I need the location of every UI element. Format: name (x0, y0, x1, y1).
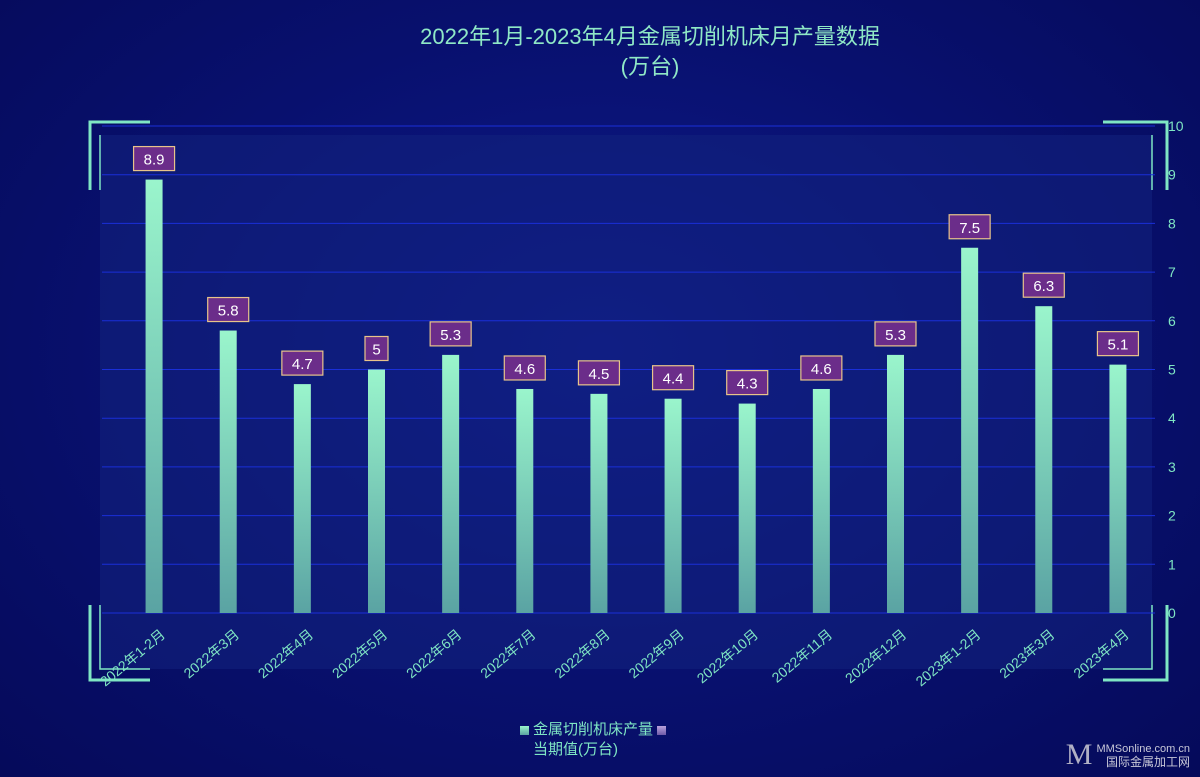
value-label: 4.4 (663, 371, 684, 388)
value-label: 5.1 (1107, 337, 1128, 354)
y-axis-ticks: 0 1 2 3 4 5 6 7 8 9 10 (1168, 118, 1184, 621)
chart-title-line1: 2022年1月-2023年4月金属切削机床月产量数据 (420, 24, 880, 49)
y-tick-label: 0 (1168, 605, 1176, 621)
bar (590, 393, 608, 613)
legend-label-swatch (657, 725, 667, 735)
value-label: 4.6 (514, 361, 535, 378)
value-label: 5 (372, 342, 380, 359)
y-tick-label: 6 (1168, 313, 1176, 329)
bar (219, 330, 237, 613)
y-tick-label: 9 (1168, 167, 1176, 183)
legend: 金属切削机床产量 当期值(万台) (520, 720, 667, 760)
chart-title-line2: (万台) (620, 54, 680, 79)
value-label-box (577, 360, 621, 386)
watermark-logo: M (1065, 738, 1093, 771)
y-tick-label: 4 (1168, 410, 1176, 426)
value-label: 4.5 (588, 366, 609, 383)
bar (887, 354, 904, 613)
y-tick-label: 7 (1168, 264, 1176, 280)
value-label: 8.9 (144, 152, 165, 169)
watermark: M MMSonline.com.cn 国际金属加工网 (1065, 738, 1190, 771)
value-label-box (874, 321, 917, 347)
legend-bar-swatch (520, 725, 529, 735)
value-label-box (651, 365, 695, 391)
value-label-box (1022, 272, 1065, 298)
y-tick-label: 5 (1168, 362, 1176, 378)
value-label: 4.3 (737, 376, 758, 393)
value-label-box (281, 350, 324, 376)
value-label-box (1096, 331, 1140, 357)
bar (442, 354, 460, 613)
y-tick-label: 8 (1168, 215, 1176, 231)
bar (1109, 364, 1127, 613)
y-tick-label: 2 (1168, 508, 1176, 524)
frame-bracket (1103, 605, 1169, 682)
value-label: 5.3 (440, 327, 461, 344)
bar (812, 388, 830, 613)
bar (1035, 306, 1053, 613)
value-label: 7.5 (959, 220, 980, 237)
bar (738, 403, 756, 613)
watermark-name: 国际金属加工网 (1105, 755, 1190, 769)
bars (145, 179, 1127, 613)
value-label-box (503, 355, 546, 381)
value-label-box (207, 296, 250, 323)
legend-series-label: 金属切削机床产量 (533, 721, 654, 738)
value-label-box (364, 335, 389, 362)
value-label: 4.7 (292, 356, 313, 373)
y-tick-label: 10 (1168, 118, 1184, 134)
bar (293, 384, 311, 613)
bar (961, 247, 979, 613)
frame-bracket (99, 605, 150, 670)
value-label-box (800, 355, 843, 381)
value-label-box (429, 321, 472, 347)
y-tick-label: 3 (1168, 459, 1176, 475)
value-label: 4.6 (811, 361, 832, 378)
watermark-site: MMSonline.com.cn (1096, 743, 1190, 755)
value-label-box (132, 145, 176, 172)
frame-bracket (88, 120, 150, 190)
frame-bracket (1103, 605, 1153, 670)
value-label: 6.3 (1033, 278, 1054, 295)
y-tick-label: 1 (1168, 556, 1176, 572)
value-label-box (726, 369, 769, 396)
chart-frame (88, 120, 1169, 682)
plot-area (100, 135, 1152, 669)
legend-item-series[interactable]: 金属切削机床产量 (520, 720, 667, 740)
bar (516, 388, 534, 613)
bar (145, 179, 163, 613)
value-label: 5.3 (885, 327, 906, 344)
value-label: 5.8 (218, 303, 239, 320)
legend-value-label: 当期值(万台) (533, 741, 618, 758)
value-label-box (948, 214, 991, 240)
frame-bracket (1103, 120, 1169, 190)
bar (664, 398, 682, 613)
frame-bracket (88, 605, 150, 682)
bar (368, 369, 385, 613)
value-labels: 8.9 5.8 4.7 5 5.3 4.6 4.5 4.4 4.3 4.6 5.3 7.5 6.3 5.1 (132, 145, 1140, 396)
chart-title: 2022年1月-2023年4月金属切削机床月产量数据 (万台) (0, 22, 1200, 82)
